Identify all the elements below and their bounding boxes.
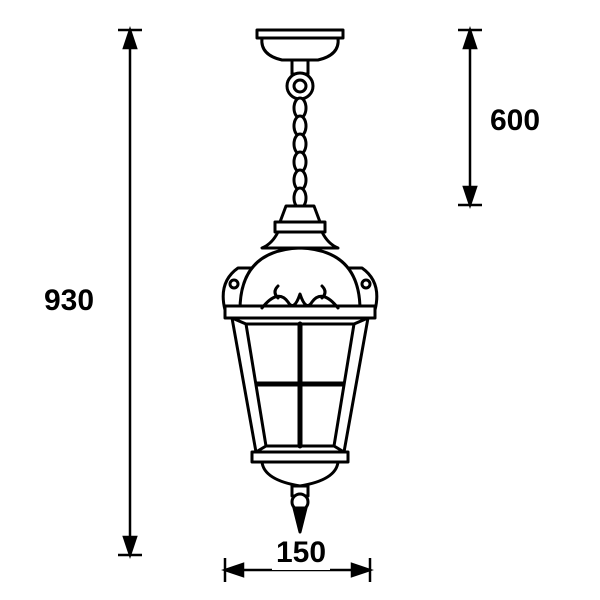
- finial: [292, 486, 308, 532]
- dim-total-height: [118, 30, 142, 555]
- lantern-body: [232, 318, 368, 452]
- ceiling-canopy: [257, 30, 343, 74]
- chain: [294, 98, 306, 208]
- label-total-height: 930: [44, 284, 94, 318]
- lantern-bottom: [252, 452, 348, 486]
- lantern-roof: [223, 248, 377, 318]
- dim-chain-height: [458, 30, 482, 205]
- lantern-neck: [262, 206, 338, 248]
- lantern-drawing: [223, 30, 377, 532]
- label-width: 150: [272, 536, 330, 570]
- label-chain-height: 600: [490, 104, 540, 138]
